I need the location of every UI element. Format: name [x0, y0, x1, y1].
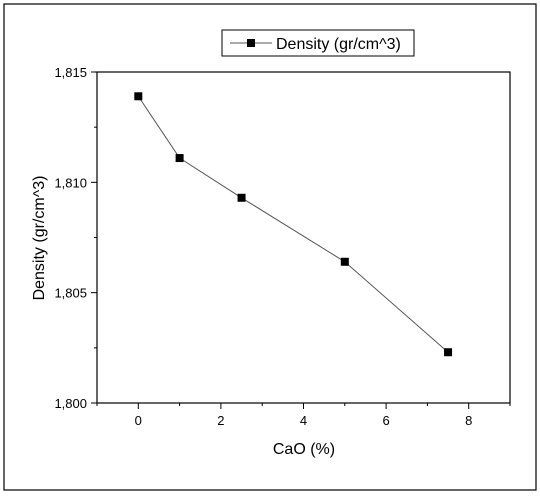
legend-box	[221, 29, 415, 57]
legend-label: Density (gr/cm^3)	[276, 36, 401, 53]
y-tick-label: 1,815	[54, 65, 87, 80]
axis-ticks: 0 2 4 6 8 1,800 1,805 1,810 1,815	[54, 65, 511, 428]
legend: Density (gr/cm^3)	[221, 29, 415, 57]
x-tick-label: 6	[382, 413, 389, 428]
series-layer	[134, 92, 453, 357]
x-tick-label: 2	[217, 413, 224, 428]
y-axis-title: Density (gr/cm^3)	[31, 176, 48, 301]
legend-marker	[247, 39, 255, 47]
x-tick-label: 8	[465, 413, 472, 428]
y-tick-label: 1,800	[54, 396, 87, 411]
y-tick-label: 1,805	[54, 286, 87, 301]
data-point	[340, 257, 349, 266]
y-tick-label: 1,810	[54, 175, 87, 190]
data-point	[134, 92, 143, 101]
data-point	[444, 348, 453, 357]
x-tick-label: 4	[300, 413, 307, 428]
data-point	[175, 154, 184, 163]
data-point	[237, 193, 246, 202]
x-axis-title: CaO (%)	[273, 441, 335, 458]
x-tick-label: 0	[135, 413, 142, 428]
figure-frame	[3, 3, 537, 491]
